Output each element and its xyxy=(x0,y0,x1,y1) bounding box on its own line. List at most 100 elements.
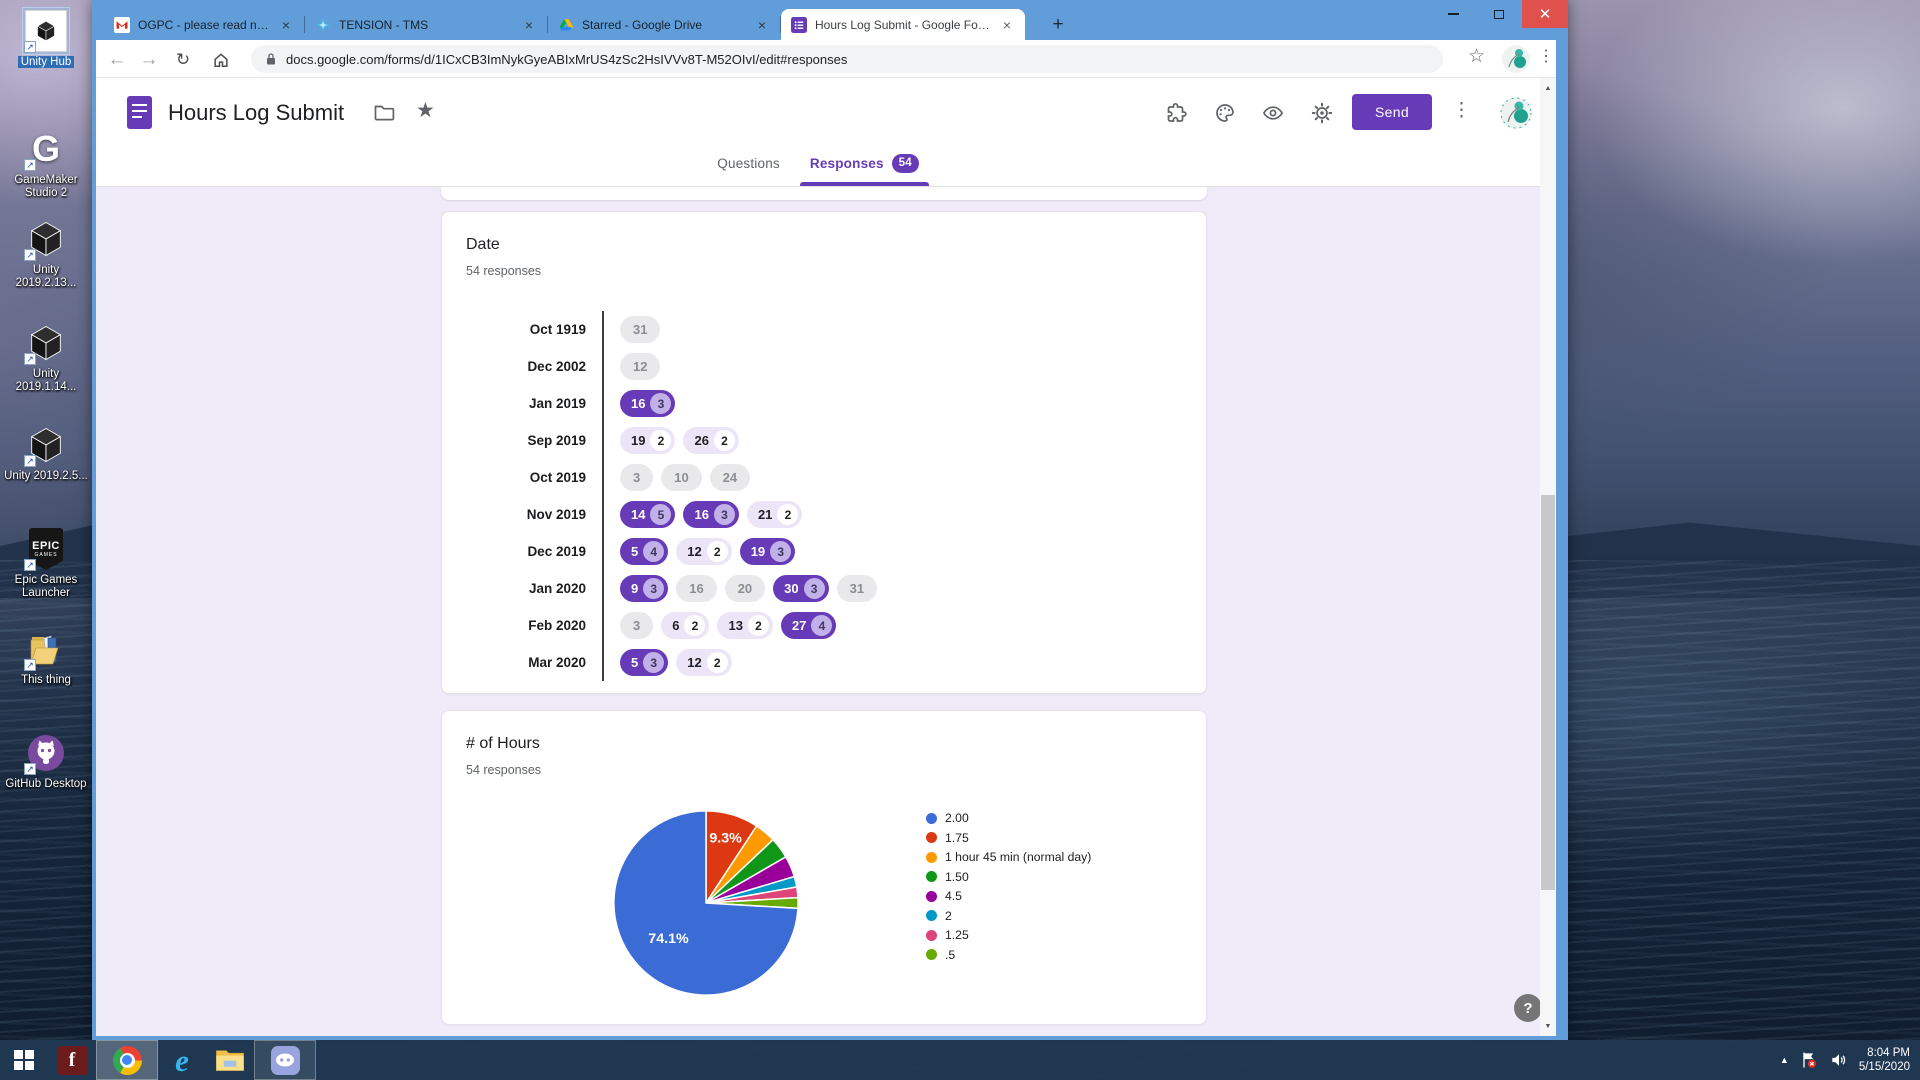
legend-label: 1.75 xyxy=(945,830,969,845)
back-button[interactable]: ← xyxy=(107,49,127,70)
page-scrollbar[interactable]: ▲ ▼ xyxy=(1540,78,1556,1036)
send-button[interactable]: Send xyxy=(1352,94,1432,130)
desktop-icon-unity-2019-2-13-[interactable]: ↗ Unity 2019.2.13... xyxy=(0,216,92,290)
window-minimize-button[interactable] xyxy=(1430,0,1476,28)
desktop-icon-this-thing[interactable]: ↗ This thing xyxy=(0,626,92,687)
google-forms-icon xyxy=(127,96,152,129)
taskbar-start[interactable] xyxy=(0,1040,48,1080)
form-more-menu-icon[interactable]: ⋮ xyxy=(1452,100,1471,121)
browser-tab-3[interactable]: Hours Log Submit - Google Form × xyxy=(781,9,1025,40)
unity-logo-icon xyxy=(30,325,62,361)
tab-close-icon[interactable]: × xyxy=(281,16,291,33)
window-close-button[interactable]: ✕ xyxy=(1522,0,1568,28)
date-chip: 13 2 xyxy=(717,612,773,639)
new-tab-button[interactable]: + xyxy=(1052,14,1064,35)
date-chip: 24 xyxy=(709,464,751,491)
action-center-flag-icon[interactable] xyxy=(1799,1050,1819,1070)
help-button[interactable]: ? xyxy=(1514,994,1540,1022)
gmail-icon xyxy=(114,16,130,33)
pie-slice-label: 9.3% xyxy=(709,830,742,846)
browser-profile-avatar[interactable] xyxy=(1502,45,1530,73)
date-chip: 12 2 xyxy=(676,649,732,676)
date-row-label: Dec 2019 xyxy=(527,544,586,559)
desktop-icon-gamemaker-studio-2[interactable]: G ↗ GameMaker Studio 2 xyxy=(0,126,92,200)
scrollbar-thumb[interactable] xyxy=(1541,495,1555,890)
clock-date: 5/15/2020 xyxy=(1858,1061,1910,1073)
browser-toolbar: ← → ↻ docs.google.com/forms/d/1ICxCB3ImN… xyxy=(96,40,1556,78)
settings-gear-icon[interactable] xyxy=(1310,101,1334,125)
minimize-icon xyxy=(1447,13,1459,15)
taskbar-flash-f[interactable]: f xyxy=(48,1040,96,1080)
home-button[interactable] xyxy=(208,47,234,73)
taskbar-discord[interactable] xyxy=(254,1040,316,1080)
tab-questions[interactable]: Questions xyxy=(717,155,780,171)
date-row-label: Feb 2020 xyxy=(528,618,586,633)
preview-eye-icon[interactable] xyxy=(1261,101,1285,125)
date-row: Oct 1919 31 xyxy=(466,311,1182,348)
tab-title: OGPC - please read now - 12932 xyxy=(138,17,270,32)
unity-logo-icon xyxy=(37,20,55,42)
clock[interactable]: 8:04 PM 5/15/2020 xyxy=(1859,1046,1910,1074)
tray-expand-icon[interactable]: ▲ xyxy=(1779,1055,1789,1065)
window-maximize-button[interactable] xyxy=(1476,0,1522,28)
tab-close-icon[interactable]: × xyxy=(757,16,767,33)
taskbar-chrome[interactable] xyxy=(96,1040,158,1080)
pie-slice-2.00[interactable] xyxy=(613,810,799,996)
form-title[interactable]: Hours Log Submit xyxy=(168,100,345,125)
desktop-icon-epic-games-launcher[interactable]: EPIC GAMES ↗ Epic Games Launcher xyxy=(0,526,92,600)
taskbar-internet-explorer[interactable]: e xyxy=(158,1040,206,1080)
date-row: Dec 2019 5 4 12 2 19 3 xyxy=(466,533,1182,570)
favorite-star-icon[interactable]: ★ xyxy=(416,99,435,122)
date-row-label: Oct 1919 xyxy=(529,322,586,337)
legend-label: 1.50 xyxy=(945,869,969,884)
tab-close-icon[interactable]: × xyxy=(1002,16,1012,33)
shortcut-arrow-icon: ↗ xyxy=(24,353,36,365)
taskbar-file-explorer[interactable] xyxy=(206,1040,254,1080)
previous-card-edge xyxy=(441,187,1207,200)
url-bar[interactable]: docs.google.com/forms/d/1ICxCB3ImNykGyeA… xyxy=(251,45,1443,73)
legend-item: 1.50 xyxy=(926,869,1091,884)
legend-item: 4.5 xyxy=(926,890,1091,903)
theme-palette-icon[interactable] xyxy=(1213,101,1237,125)
browser-tab-2[interactable]: Starred - Google Drive × xyxy=(548,9,780,40)
date-row-label: Mar 2020 xyxy=(528,655,586,670)
account-avatar[interactable] xyxy=(1500,97,1532,129)
reload-button[interactable]: ↻ xyxy=(175,50,191,69)
scroll-down-icon[interactable]: ▼ xyxy=(1544,1022,1552,1030)
legend-item: .5 xyxy=(926,948,1091,962)
browser-tab-0[interactable]: OGPC - please read now - 12932 × xyxy=(104,9,304,40)
date-row: Jan 2020 9 3 16 20 30 3 31 xyxy=(466,570,1182,607)
volume-icon[interactable] xyxy=(1829,1050,1849,1070)
browser-tab-1[interactable]: TENSION - TMS × xyxy=(305,9,547,40)
date-chip: 16 3 xyxy=(683,501,739,528)
tab-title: Hours Log Submit - Google Form xyxy=(815,17,991,32)
desktop-icon-github-desktop[interactable]: ↗ GitHub Desktop xyxy=(0,730,92,791)
pie-legend: 2.00 1.75 1 hour 45 min (normal day) 1.5… xyxy=(926,812,1091,968)
date-row-label: Jan 2019 xyxy=(528,396,586,411)
pie-slice-label: 74.1% xyxy=(648,931,689,947)
browser-menu-icon[interactable]: ⋮ xyxy=(1538,48,1554,65)
tab-close-icon[interactable]: × xyxy=(524,16,534,33)
tab-separator xyxy=(780,16,781,33)
date-card-title: Date xyxy=(466,236,500,253)
form-nav-tabs: Questions Responses 54 xyxy=(96,140,1540,186)
forward-button[interactable]: → xyxy=(139,49,159,70)
desktop-icon-unity-2019-2-5-[interactable]: ↗ Unity 2019.2.5... xyxy=(0,422,92,483)
desktop-icon-label: Unity Hub xyxy=(17,56,75,69)
tab-title: TENSION - TMS xyxy=(339,17,429,32)
date-chip: 12 2 xyxy=(676,538,732,565)
shortcut-arrow-icon: ↗ xyxy=(24,455,36,467)
desktop-icon-unity-2019-1-14-[interactable]: ↗ Unity 2019.1.14... xyxy=(0,320,92,394)
maximize-icon xyxy=(1494,9,1504,19)
addons-puzzle-icon[interactable] xyxy=(1164,101,1188,125)
move-folder-icon[interactable] xyxy=(372,101,396,125)
scroll-up-icon[interactable]: ▲ xyxy=(1544,84,1552,92)
tab-strip: OGPC - please read now - 12932 × TENSION… xyxy=(104,9,1025,40)
bookmark-star-icon[interactable]: ☆ xyxy=(1468,46,1486,67)
date-chip: 3 xyxy=(620,464,654,491)
tab-title: Starred - Google Drive xyxy=(582,17,703,32)
tab-responses[interactable]: Responses 54 xyxy=(799,140,929,186)
date-chip: 12 xyxy=(620,353,661,380)
desktop-icon-unity-hub[interactable]: ↗ Unity Hub xyxy=(0,7,92,69)
